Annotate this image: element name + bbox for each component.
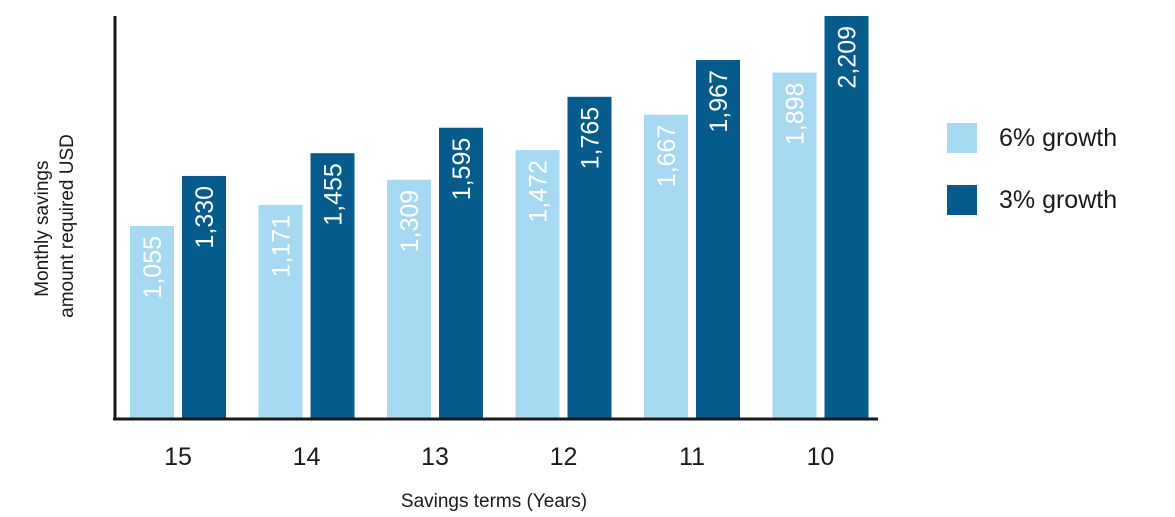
value-label-6pct-12: 1,472: [525, 160, 553, 223]
bar-6pct-14: [258, 204, 303, 418]
value-label-3pct-11: 1,967: [705, 70, 733, 133]
x-tick-label-11: 11: [679, 443, 705, 471]
x-tick-labels: 15 14 13 12 11 10: [164, 443, 834, 471]
bar-6pct-13: [387, 179, 431, 418]
value-label-3pct-13: 1,595: [448, 138, 476, 201]
bar-3pct-11: [696, 60, 740, 419]
bar-3pct-15: [182, 175, 226, 418]
legend: 6% growth 3% growth: [947, 122, 1117, 246]
legend-item-3-percent: 3% growth: [947, 184, 1117, 216]
x-tick-label-12: 12: [550, 443, 578, 471]
value-label-6pct-14: 1,171: [268, 215, 296, 278]
legend-item-6-percent: 6% growth: [947, 122, 1117, 154]
value-label-6pct-10: 1,898: [782, 83, 810, 146]
y-axis-title-line-2: amount required USD: [57, 134, 78, 318]
x-tick-label-10: 10: [807, 443, 835, 471]
y-axis-title-line-1: Monthly savings: [32, 161, 53, 297]
bar-6pct-10: [772, 72, 817, 418]
y-axis-title: Monthly savings amount required USD: [32, 134, 78, 318]
value-label-3pct-14: 1,455: [320, 163, 348, 226]
legend-swatch-3-percent: [947, 185, 977, 215]
x-tick-label-14: 14: [293, 443, 321, 471]
legend-swatch-6-percent: [947, 123, 977, 153]
bar-6pct-11: [644, 114, 688, 418]
bar-3pct-14: [310, 153, 355, 418]
legend-label-3-percent: 3% growth: [999, 185, 1118, 214]
bar-6pct-12: [515, 150, 560, 418]
bar-3pct-12: [567, 96, 612, 419]
x-tick-label-15: 15: [164, 443, 192, 471]
bar-6pct-15: [130, 226, 174, 418]
value-label-3pct-15: 1,330: [191, 186, 219, 249]
x-axis-title: Savings terms (Years): [401, 491, 587, 512]
value-label-3pct-10: 2,209: [834, 26, 862, 89]
value-labels-layer: 1,055 1,330 1,171 1,455 1,309 1,595 1,472 1,765…: [139, 26, 862, 299]
value-label-6pct-11: 1,667: [653, 125, 681, 188]
value-label-6pct-15: 1,055: [139, 236, 167, 299]
x-tick-label-13: 13: [421, 443, 449, 471]
bar-3pct-10: [824, 16, 869, 418]
bars-layer: [130, 16, 869, 419]
value-label-3pct-12: 1,765: [577, 107, 605, 170]
bar-3pct-13: [439, 127, 483, 419]
legend-label-6-percent: 6% growth: [999, 123, 1118, 152]
value-label-6pct-13: 1,309: [396, 190, 424, 253]
